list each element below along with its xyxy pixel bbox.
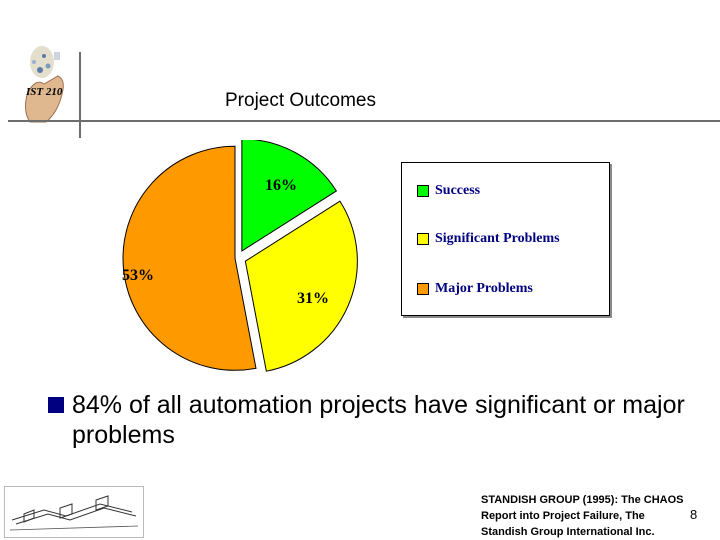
bullet-text: 84% of all automation projects have sign… — [72, 391, 685, 449]
footer-sketch-image — [4, 486, 144, 538]
pie-label-success: 16% — [265, 177, 297, 194]
citation-line-1: STANDISH GROUP (1995): The CHAOS — [481, 494, 684, 506]
ist210-logo — [24, 46, 64, 123]
pie-label-significant: 31% — [297, 290, 329, 307]
pie-label-major: 53% — [122, 267, 154, 284]
pie-slice-success — [241, 140, 338, 252]
citation-line-2: Report into Project Failure, The — [481, 510, 645, 522]
pie-chart: 16% 31% 53% — [122, 140, 358, 372]
slide-title: Project Outcomes — [225, 90, 376, 111]
legend-item-success: Success — [417, 183, 480, 199]
legend-label-significant: Significant Problems — [435, 231, 560, 246]
page-number: 8 — [690, 507, 698, 522]
legend-label-major: Major Problems — [435, 281, 533, 296]
legend-swatch-major — [417, 283, 429, 295]
pie-slice-significant — [244, 200, 358, 372]
citation: STANDISH GROUP (1995): The CHAOS Report … — [481, 492, 716, 540]
legend-item-significant: Significant Problems — [417, 231, 560, 247]
pie-slice-major — [122, 145, 257, 371]
title-divider-vertical — [79, 52, 81, 138]
citation-line-3: Standish Group International Inc. — [481, 526, 655, 538]
chart-legend: Success Significant Problems Major Probl… — [401, 162, 610, 316]
legend-swatch-significant — [417, 233, 429, 245]
legend-item-major: Major Problems — [417, 281, 533, 297]
legend-swatch-success — [417, 185, 429, 197]
bullet-marker — [48, 397, 64, 413]
title-divider-horizontal — [8, 120, 720, 122]
logo-label: IST 210 — [26, 86, 63, 98]
legend-label-success: Success — [435, 183, 481, 198]
